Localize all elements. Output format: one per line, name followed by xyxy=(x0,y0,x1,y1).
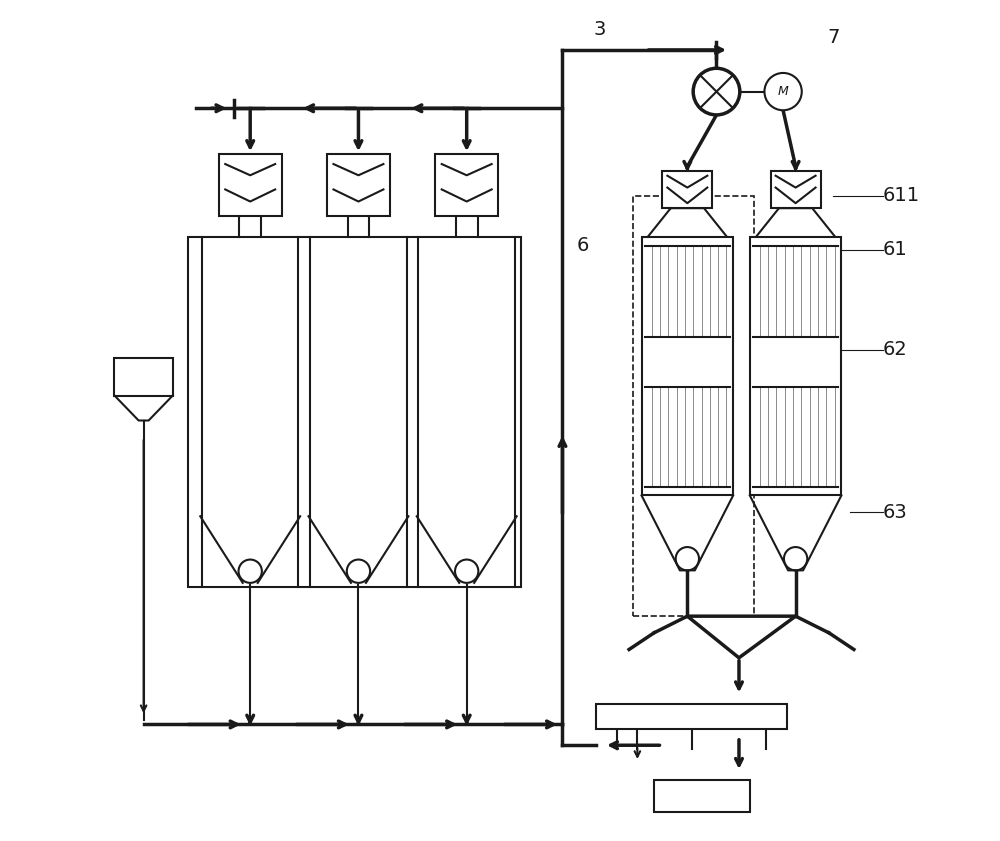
Bar xyxy=(750,237,841,495)
Text: $\mathit{M}$: $\mathit{M}$ xyxy=(777,85,789,98)
Circle shape xyxy=(693,68,740,115)
Bar xyxy=(188,237,521,587)
Bar xyxy=(654,780,750,812)
Bar xyxy=(114,358,173,395)
Circle shape xyxy=(764,73,802,110)
Bar xyxy=(633,196,754,616)
Text: 611: 611 xyxy=(883,186,920,205)
Bar xyxy=(662,171,712,209)
Text: 3: 3 xyxy=(594,20,606,40)
Bar xyxy=(596,704,787,728)
Bar xyxy=(327,154,390,216)
Bar xyxy=(771,171,821,209)
Text: 61: 61 xyxy=(883,241,908,259)
Text: 6: 6 xyxy=(577,236,589,255)
Text: 62: 62 xyxy=(883,341,908,359)
Text: 63: 63 xyxy=(883,503,908,521)
Bar xyxy=(642,237,733,495)
Bar xyxy=(435,154,498,216)
Bar xyxy=(219,154,282,216)
Text: 7: 7 xyxy=(827,29,839,47)
